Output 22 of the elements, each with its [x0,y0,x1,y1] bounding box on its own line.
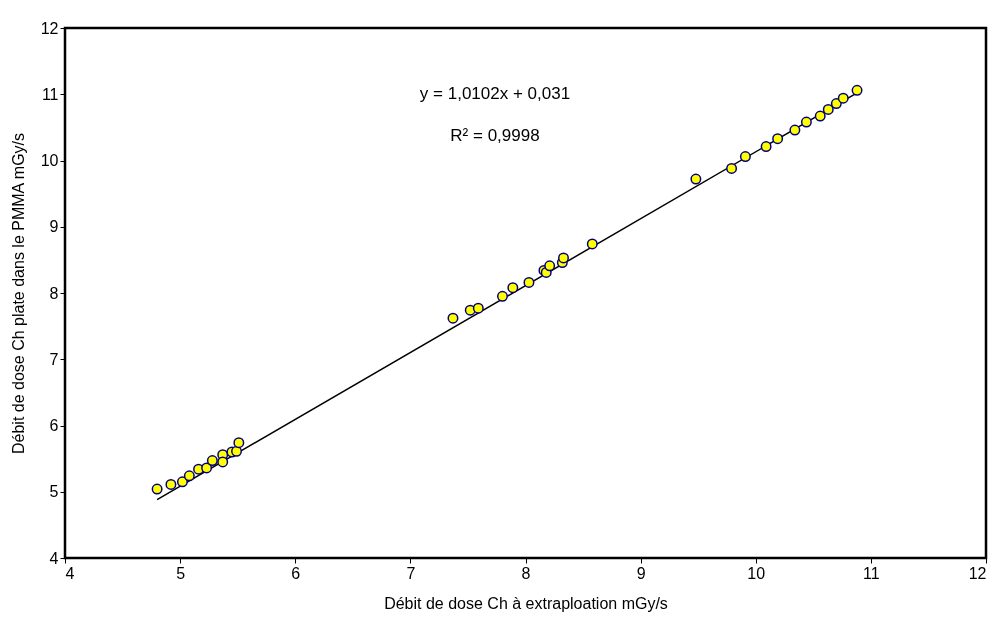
x-tick-label: 10 [747,564,766,582]
x-tick-label: 4 [65,564,75,582]
x-tick-label: 12 [968,564,987,582]
x-tick-label: 11 [863,564,880,582]
x-axis-title: Débit de dose Ch à extraploation mGy/s [384,594,668,612]
y-tick-label: 8 [49,284,59,302]
x-tick-label: 7 [406,564,416,582]
x-tick-label: 5 [176,564,186,582]
y-axis-title: Débit de dose Ch plate dans le PMMA mGy/s [9,132,27,455]
annotation: y = 1,0102x + 0,031 [419,84,571,103]
x-tick-label: 9 [636,564,646,582]
y-tick-label: 6 [49,417,59,434]
x-tick-label: 8 [521,564,531,582]
y-tick-label: 9 [49,218,59,236]
y-tick-label: 10 [40,152,59,169]
y-tick-label: 7 [49,350,59,368]
y-tick-label: 5 [49,483,59,501]
y-tick-label: 4 [49,549,59,567]
y-tick-label: 12 [40,19,59,37]
x-tick-label: 6 [291,564,301,582]
annotation: R² = 0,9998 [450,126,540,145]
y-tick-label: 11 [41,85,59,103]
